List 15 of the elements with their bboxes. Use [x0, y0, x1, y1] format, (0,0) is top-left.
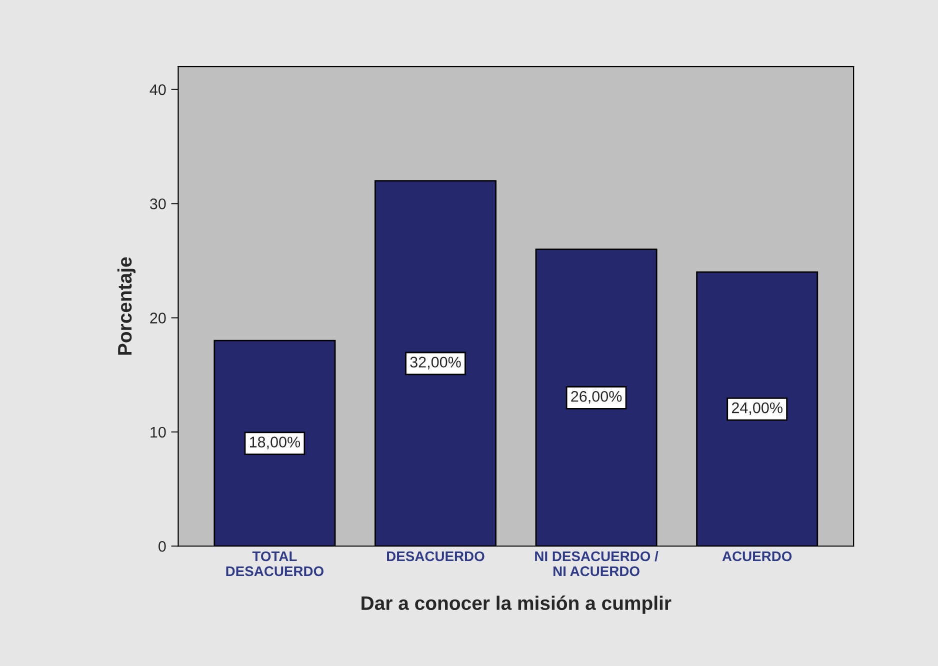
y-tick-label: 10 [150, 426, 166, 438]
x-tick-label: TOTAL DESACUERDO [226, 551, 324, 576]
data-label: 18,00% [250, 436, 300, 450]
data-label: 26,00% [571, 390, 622, 404]
y-tick-label: 40 [150, 84, 166, 96]
data-label: 32,00% [410, 356, 461, 370]
x-tick-label: NI DESACUERDO / NI ACUERDO [535, 550, 658, 576]
data-label: 24,00% [732, 402, 782, 416]
y-axis-title: Porcentaje [117, 257, 136, 355]
x-axis-title: Dar a conocer la misión a cumplir [362, 596, 672, 614]
y-tick-label: 0 [158, 540, 166, 552]
x-tick-label: DESACUERDO [387, 551, 484, 562]
y-tick-label: 30 [150, 198, 166, 210]
x-tick-label: ACUERDO [722, 551, 792, 562]
y-tick-label: 20 [150, 312, 166, 324]
